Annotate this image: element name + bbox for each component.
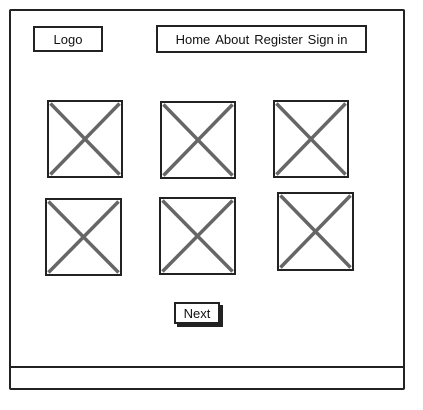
logo-label: Logo <box>53 31 83 47</box>
image-placeholder <box>47 100 123 178</box>
nav-bar: Home About Register Sign in <box>156 25 367 53</box>
next-button[interactable]: Next <box>174 302 220 324</box>
footer-divider <box>11 366 403 368</box>
logo[interactable]: Logo <box>33 26 103 52</box>
image-placeholder <box>273 100 349 178</box>
browser-frame: Logo Home About Register Sign in <box>9 9 405 390</box>
image-placeholder <box>160 101 236 179</box>
nav-link-about[interactable]: About <box>215 31 250 47</box>
image-placeholder <box>159 197 236 275</box>
image-placeholder-icon <box>49 102 121 176</box>
image-placeholder-icon <box>47 200 120 274</box>
image-placeholder <box>45 198 122 276</box>
nav-link-sign-in[interactable]: Sign in <box>307 31 348 47</box>
image-placeholder-icon <box>279 194 352 269</box>
nav-link-register[interactable]: Register <box>254 31 303 47</box>
image-placeholder-icon <box>162 103 234 177</box>
image-placeholder-icon <box>275 102 347 176</box>
image-placeholder-icon <box>161 199 234 273</box>
nav-link-home[interactable]: Home <box>175 31 211 47</box>
image-placeholder <box>277 192 354 271</box>
